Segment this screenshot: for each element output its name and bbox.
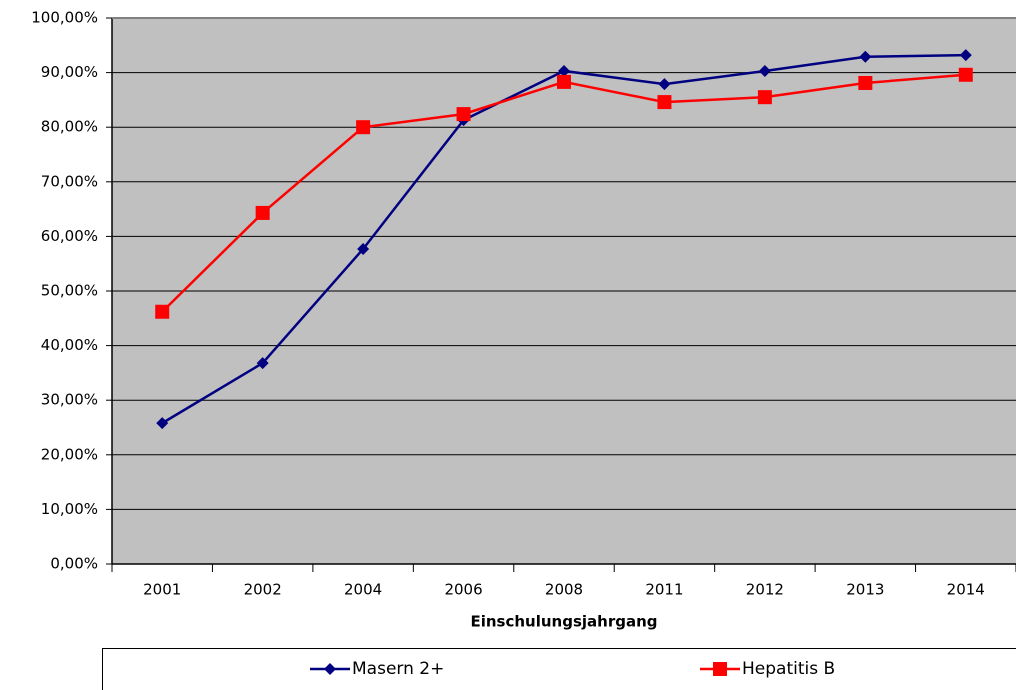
y-tick-label: 100,00% [31, 9, 98, 27]
point [255, 205, 270, 220]
point [657, 95, 672, 110]
legend-label: Masern 2+ [352, 659, 444, 679]
y-tick-label: 80,00% [41, 118, 98, 136]
y-tick-label: 50,00% [41, 282, 98, 300]
point [356, 120, 371, 135]
x-tick-label: 2011 [645, 581, 683, 599]
legend-marker [324, 663, 336, 675]
x-tick-label: 2006 [444, 581, 482, 599]
legend-label: Hepatitis B [742, 659, 835, 679]
point [156, 417, 169, 430]
x-axis-title: Einschulungsjahrgang [470, 613, 657, 631]
point [558, 64, 570, 77]
y-tick-label: 60,00% [41, 227, 98, 245]
point [959, 49, 972, 62]
x-tick-label: 2014 [947, 581, 985, 599]
point [758, 64, 771, 77]
point [357, 242, 370, 255]
x-tick-label: 2012 [746, 581, 784, 599]
y-tick-label: 40,00% [41, 336, 98, 354]
point [958, 67, 973, 82]
x-tick-label: 2004 [344, 581, 382, 599]
point [256, 357, 269, 370]
legend [102, 648, 1016, 690]
point [557, 74, 571, 89]
y-tick-label: 70,00% [41, 172, 98, 190]
x-tick-label: 2008 [545, 581, 583, 599]
y-tick-label: 90,00% [41, 63, 98, 81]
point [757, 90, 772, 105]
point [858, 75, 873, 90]
y-tick-label: 10,00% [41, 500, 98, 518]
point [456, 107, 471, 122]
legend-marker [713, 662, 727, 676]
point [155, 304, 170, 319]
x-tick-label: 2001 [143, 581, 181, 599]
x-tick-label: 2002 [244, 581, 282, 599]
y-tick-label: 30,00% [41, 391, 98, 409]
point [658, 78, 671, 91]
y-tick-label: 0,00% [50, 555, 98, 573]
y-tick-label: 20,00% [41, 445, 98, 463]
point [859, 50, 872, 63]
x-tick-label: 2013 [846, 581, 884, 599]
